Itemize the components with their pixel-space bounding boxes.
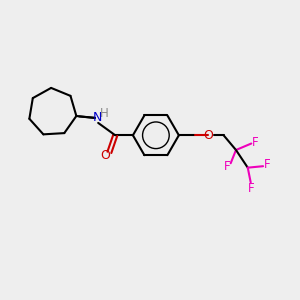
Text: F: F	[248, 182, 254, 195]
Text: N: N	[93, 111, 102, 124]
Text: H: H	[100, 107, 109, 120]
Text: O: O	[100, 149, 110, 162]
Text: F: F	[252, 136, 259, 148]
Text: O: O	[203, 129, 213, 142]
Text: F: F	[224, 160, 230, 173]
Text: F: F	[264, 158, 271, 171]
